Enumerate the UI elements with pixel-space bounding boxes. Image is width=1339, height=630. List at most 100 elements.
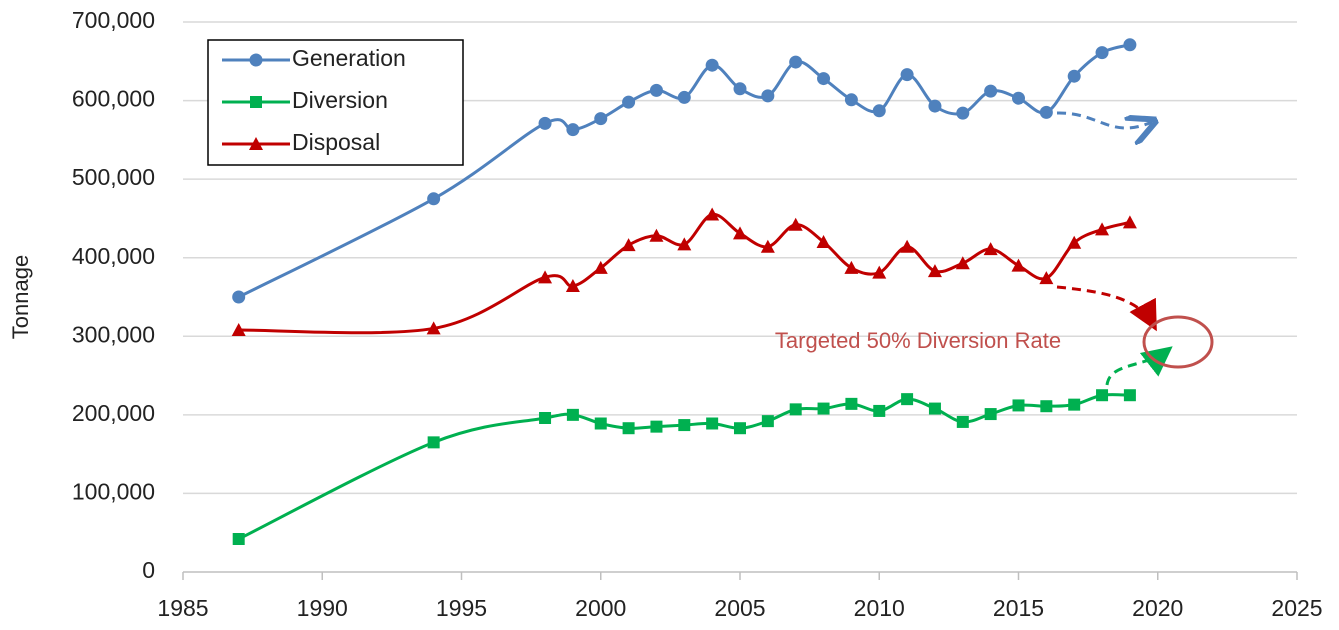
marker [928, 402, 941, 415]
marker [232, 533, 245, 545]
y-tick-label: 400,000 [72, 243, 155, 269]
marker [538, 116, 552, 130]
marker [705, 58, 719, 72]
marker [983, 242, 998, 256]
marker [900, 68, 914, 82]
marker [956, 106, 970, 120]
projection-arrow [1056, 111, 1152, 128]
marker [901, 393, 914, 406]
marker [621, 238, 636, 252]
marker [231, 323, 246, 336]
marker [1123, 389, 1136, 402]
marker [250, 96, 262, 108]
marker [872, 104, 886, 118]
marker [677, 90, 691, 104]
marker [1011, 258, 1026, 272]
marker [594, 112, 608, 126]
x-tick-label: 2020 [1132, 595, 1183, 621]
marker [677, 237, 692, 251]
marker [761, 415, 774, 428]
marker [705, 207, 720, 221]
marker [1067, 235, 1082, 249]
y-tick-label: 200,000 [72, 400, 155, 426]
marker [816, 235, 831, 248]
marker [622, 422, 635, 435]
projection-arrow [1105, 346, 1173, 386]
x-tick-label: 2015 [993, 595, 1044, 621]
x-tick-label: 2005 [714, 595, 765, 621]
marker [678, 419, 691, 432]
marker [249, 137, 263, 150]
marker [789, 403, 802, 416]
marker [873, 404, 886, 417]
marker [984, 84, 998, 98]
marker [1095, 46, 1109, 60]
target-circle [1142, 315, 1214, 369]
marker [594, 417, 607, 430]
marker [872, 265, 887, 279]
y-tick-label: 500,000 [72, 164, 155, 190]
x-tick-label: 1985 [157, 595, 208, 621]
marker [650, 420, 663, 433]
marker [1096, 389, 1109, 402]
marker [1039, 105, 1053, 119]
marker [733, 82, 747, 96]
projection-arrow [1056, 285, 1157, 332]
marker [1039, 271, 1054, 285]
marker [649, 228, 664, 242]
marker [1067, 69, 1081, 83]
marker [844, 93, 858, 107]
marker [928, 99, 942, 113]
marker [817, 72, 831, 86]
x-tick-label: 1995 [436, 595, 487, 621]
marker [426, 321, 441, 335]
marker [1040, 400, 1053, 413]
legend-label: Diversion [292, 87, 388, 113]
marker [706, 417, 719, 430]
marker [788, 217, 803, 231]
legend-label: Generation [292, 45, 406, 71]
marker [539, 412, 552, 424]
marker [427, 436, 440, 449]
x-tick-label: 2010 [854, 595, 905, 621]
marker [1068, 398, 1081, 411]
x-tick-label: 2000 [575, 595, 626, 621]
marker [566, 123, 580, 137]
marker [249, 53, 263, 67]
annotation: Targeted 50% Diversion Rate [775, 328, 1061, 353]
marker [734, 422, 746, 435]
marker [1122, 215, 1137, 229]
marker [1095, 222, 1110, 236]
marker [789, 55, 803, 69]
marker [565, 279, 580, 292]
marker [622, 95, 636, 109]
marker [733, 226, 747, 240]
y-tick-label: 700,000 [72, 7, 155, 33]
marker [900, 239, 915, 253]
marker [927, 264, 942, 278]
y-tick-label: 300,000 [72, 321, 155, 347]
marker [817, 402, 830, 415]
marker [761, 89, 775, 103]
marker [649, 83, 663, 97]
marker [760, 239, 775, 253]
x-tick-label: 1990 [297, 595, 348, 621]
marker [1012, 399, 1025, 412]
marker [984, 408, 997, 421]
legend-label: Disposal [292, 129, 380, 155]
marker [593, 260, 608, 274]
y-tick-label: 0 [142, 557, 155, 583]
marker [844, 260, 859, 274]
y-tick-label: 100,000 [72, 479, 155, 505]
marker [956, 415, 969, 428]
marker [232, 290, 246, 304]
y-axis-label: Tonnage [8, 255, 33, 339]
marker [538, 270, 553, 284]
marker [1123, 38, 1137, 52]
marker [427, 192, 441, 206]
marker [1012, 91, 1025, 105]
x-tick-label: 2025 [1271, 595, 1322, 621]
marker [845, 397, 858, 410]
marker [566, 408, 579, 421]
